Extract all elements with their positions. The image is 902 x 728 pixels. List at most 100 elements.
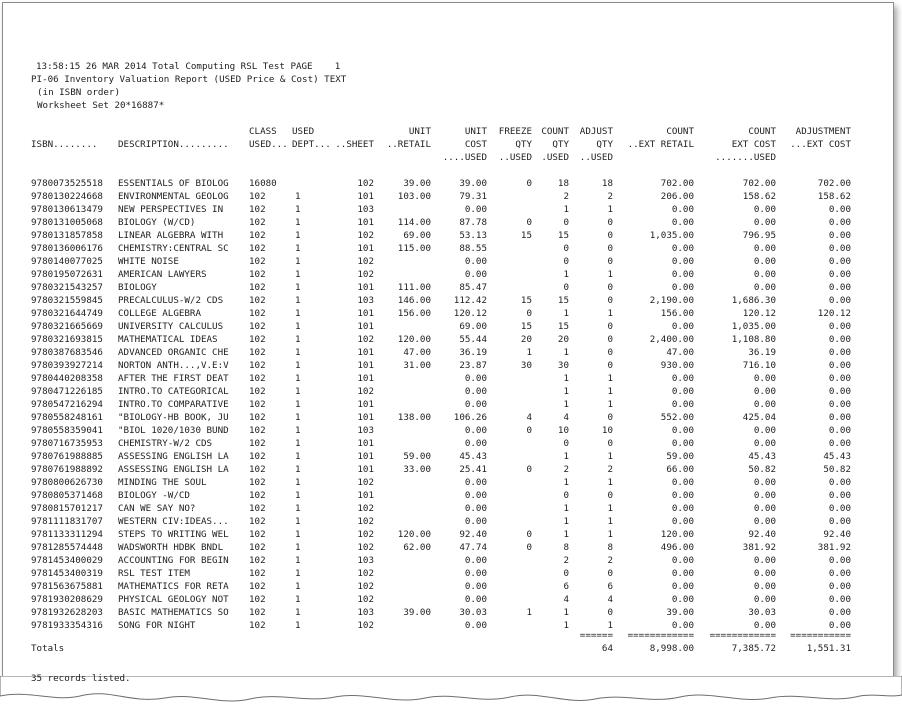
- cell-class: 102: [249, 568, 266, 579]
- cell-class: 102: [249, 256, 266, 267]
- cell-freeze: 15: [520, 295, 532, 306]
- cell-sheet: 101: [357, 243, 374, 254]
- cell-dept: 1: [295, 347, 301, 358]
- cell-isbn: 9780716735953: [31, 438, 103, 449]
- cell-count: 1: [563, 347, 569, 358]
- cell-extret: 0.00: [671, 516, 694, 527]
- cell-adjust: 2: [607, 191, 613, 202]
- cell-count: 0: [563, 217, 569, 228]
- cell-isbn: 9781563675881: [31, 581, 103, 592]
- cell-class: 102: [249, 360, 266, 371]
- column-header-extret: COUNT: [666, 126, 694, 137]
- cell-dept: 1: [295, 594, 301, 605]
- cell-cost: 0.00: [464, 477, 487, 488]
- cell-cost: 0.00: [464, 516, 487, 527]
- cell-adjcost: 120.12: [817, 308, 851, 319]
- cell-dept: 1: [295, 321, 301, 332]
- cell-cost: 55.44: [459, 334, 487, 345]
- cell-class: 102: [249, 217, 266, 228]
- cell-cost: 0.00: [464, 490, 487, 501]
- column-header-freeze: ..USED: [498, 152, 532, 163]
- cell-dept: 1: [295, 412, 301, 423]
- cell-cost: 25.41: [459, 464, 487, 475]
- cell-adjust: 1: [607, 373, 613, 384]
- cell-cost: 120.12: [453, 308, 487, 319]
- cell-adjcost: 0.00: [828, 282, 851, 293]
- column-header-adjust: ..USED: [579, 152, 613, 163]
- cell-extcost: 158.62: [742, 191, 776, 202]
- cell-isbn: 9781453400029: [31, 555, 103, 566]
- cell-adjust: 0: [607, 438, 613, 449]
- cell-adjust: 4: [607, 594, 613, 605]
- cell-sheet: 101: [357, 360, 374, 371]
- cell-dept: 1: [295, 438, 301, 449]
- cell-count: 15: [557, 295, 569, 306]
- cell-isbn: 9780387683546: [31, 347, 103, 358]
- cell-adjust: 1: [607, 204, 613, 215]
- cell-dept: 1: [295, 529, 301, 540]
- cell-class: 102: [249, 334, 266, 345]
- cell-desc: ACCOUNTING FOR BEGIN: [118, 555, 229, 566]
- cell-count: 2: [563, 464, 569, 475]
- cell-adjcost: 92.40: [823, 529, 851, 540]
- cell-dept: 1: [295, 217, 301, 228]
- column-header-cost: UNIT: [464, 126, 487, 137]
- cell-extret: 0.00: [671, 490, 694, 501]
- column-header-count: .USED: [541, 152, 569, 163]
- cell-count: 0: [563, 490, 569, 501]
- cell-sheet: 101: [357, 321, 374, 332]
- cell-sheet: 102: [357, 620, 374, 631]
- cell-extret: 0.00: [671, 581, 694, 592]
- cell-isbn: 9781930208629: [31, 594, 103, 605]
- cell-isbn: 9781933354316: [31, 620, 103, 631]
- cell-desc: MINDING THE SOUL: [118, 477, 207, 488]
- cell-extret: 0.00: [671, 425, 694, 436]
- cell-extcost: 796.95: [742, 230, 776, 241]
- cell-isbn: 9780130224668: [31, 191, 103, 202]
- cell-desc: WESTERN CIV:IDEAS...: [118, 516, 229, 527]
- column-header-sheet: ..SHEET: [335, 139, 374, 150]
- cell-cost: 92.40: [459, 529, 487, 540]
- cell-class: 102: [249, 438, 266, 449]
- worksheet-set: Worksheet Set 20*16887*: [37, 100, 165, 111]
- cell-class: 102: [249, 620, 266, 631]
- cell-extcost: 425.04: [742, 412, 776, 423]
- cell-desc: CHEMISTRY-W/2 CDS: [118, 438, 213, 449]
- cell-class: 102: [249, 399, 266, 410]
- cell-isbn: 9780761988892: [31, 464, 103, 475]
- cell-extret: 0.00: [671, 594, 694, 605]
- cell-freeze: 0: [526, 178, 532, 189]
- cell-desc: LINEAR ALGEBRA WITH: [118, 230, 224, 241]
- cell-count: 1: [563, 308, 569, 319]
- cell-class: 102: [249, 425, 266, 436]
- cell-freeze: 0: [526, 529, 532, 540]
- column-header-desc: DESCRIPTION.........: [118, 139, 229, 150]
- cell-cost: 45.43: [459, 451, 487, 462]
- cell-cost: 0.00: [464, 620, 487, 631]
- cell-adjcost: 0.00: [828, 477, 851, 488]
- cell-freeze: 30: [520, 360, 532, 371]
- cell-class: 102: [249, 529, 266, 540]
- cell-dept: 1: [295, 542, 301, 553]
- cell-adjcost: 0.00: [828, 490, 851, 501]
- cell-isbn: 9780558359041: [31, 425, 103, 436]
- column-header-extcost: COUNT: [748, 126, 776, 137]
- cell-dept: 1: [295, 204, 301, 215]
- records-count: 35 records listed.: [31, 673, 131, 684]
- cell-isbn: 9781111831707: [31, 516, 103, 527]
- cell-retail: 59.00: [403, 451, 431, 462]
- cell-extret: 0.00: [671, 321, 694, 332]
- cell-adjust: 0: [607, 334, 613, 345]
- cell-extcost: 381.92: [742, 542, 776, 553]
- cell-extret: 496.00: [660, 542, 694, 553]
- cell-extcost: 0.00: [753, 568, 776, 579]
- cell-extcost: 0.00: [753, 555, 776, 566]
- cell-desc: ADVANCED ORGANIC CHE: [118, 347, 229, 358]
- cell-adjust: 0: [607, 490, 613, 501]
- cell-adjcost: 0.00: [828, 425, 851, 436]
- cell-adjust: 10: [601, 425, 613, 436]
- cell-desc: MATHEMATICAL IDEAS: [118, 334, 218, 345]
- cell-cost: 88.55: [459, 243, 487, 254]
- cell-class: 102: [249, 503, 266, 514]
- cell-count: 15: [557, 230, 569, 241]
